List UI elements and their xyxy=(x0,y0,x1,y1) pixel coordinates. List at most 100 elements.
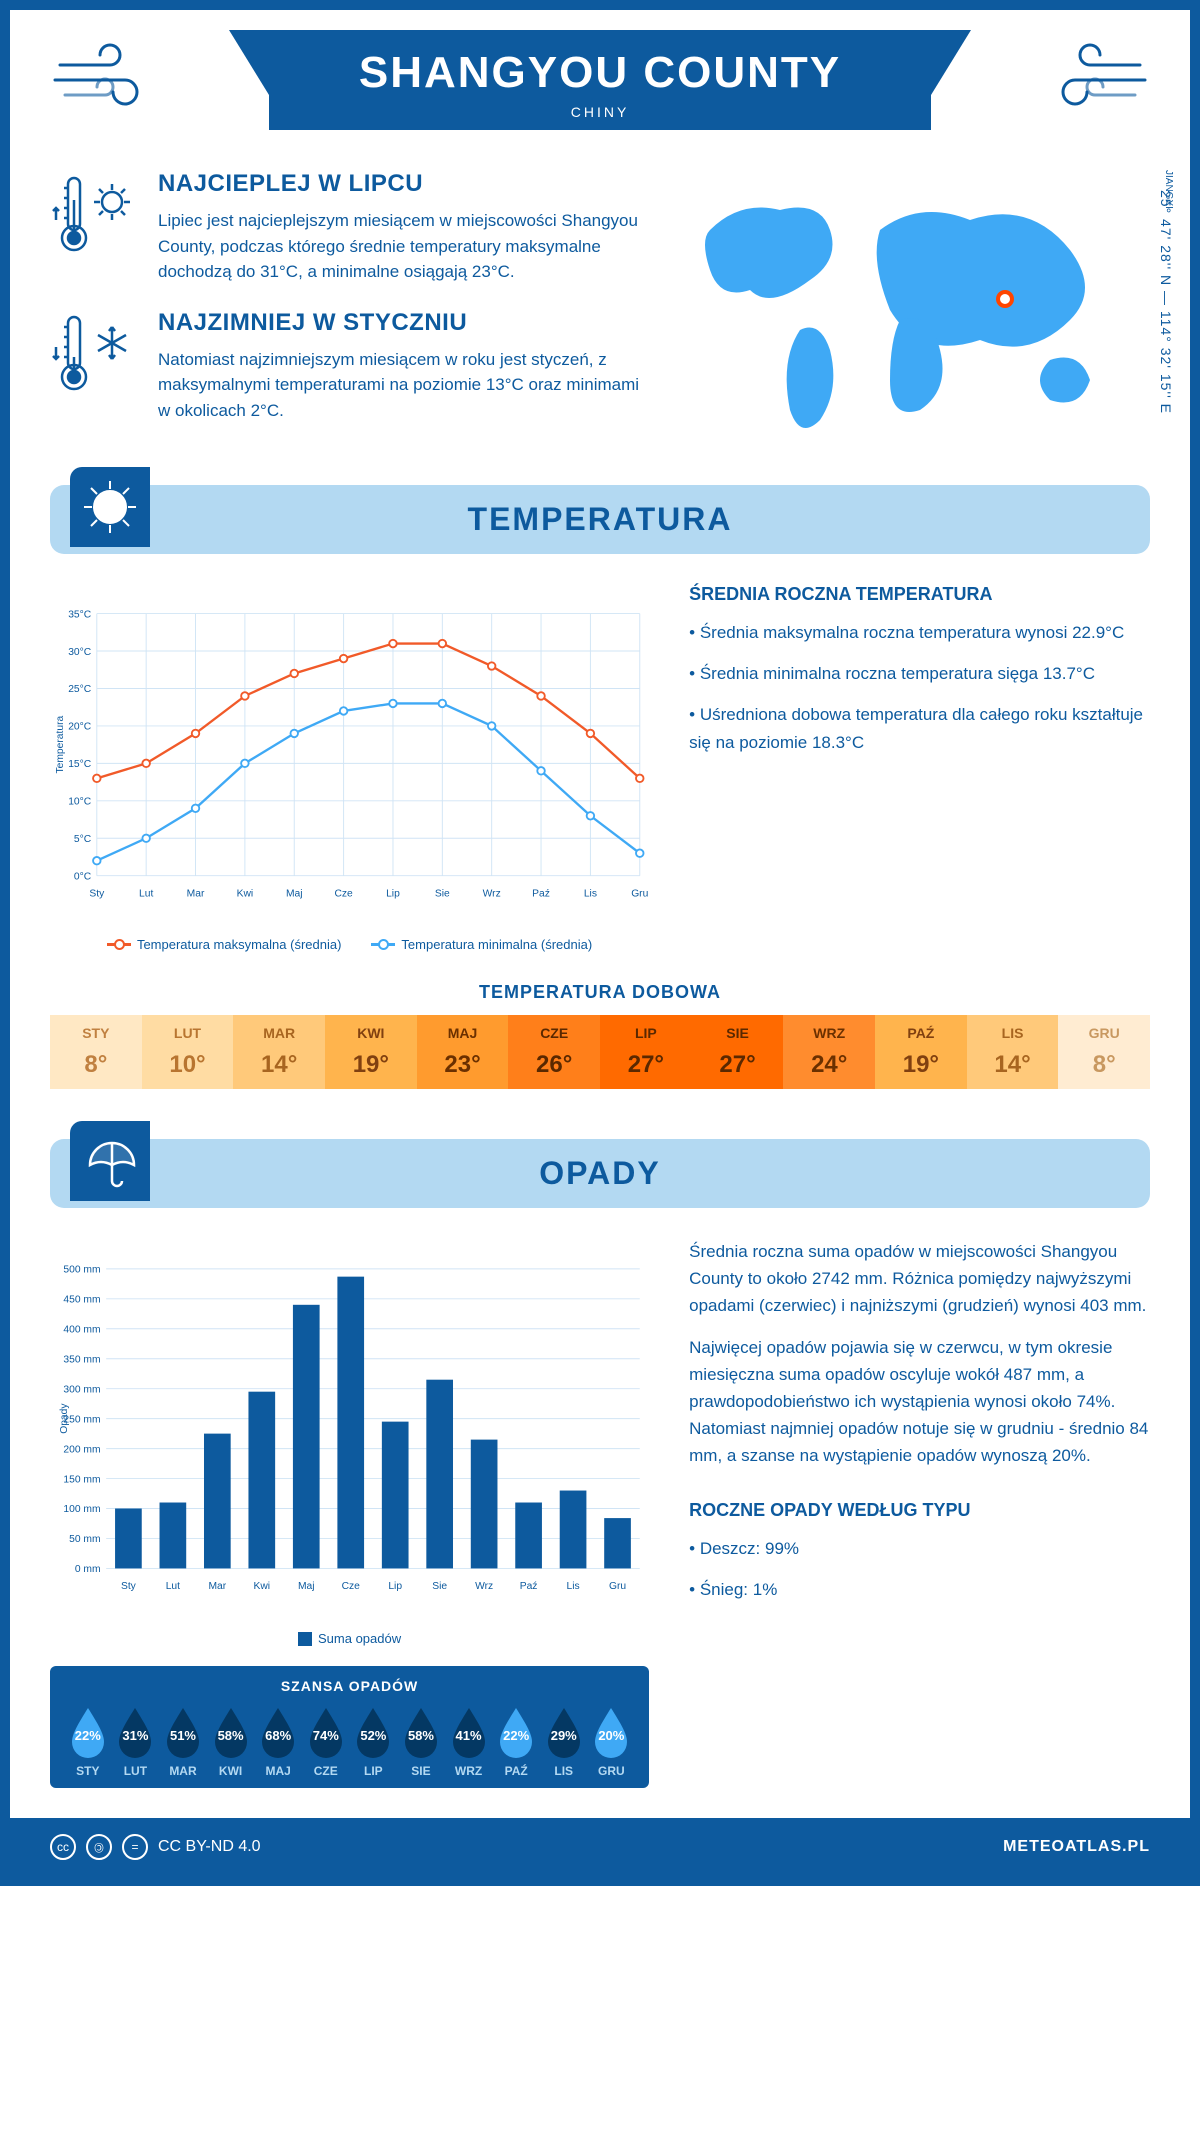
svg-text:500 mm: 500 mm xyxy=(63,1265,100,1276)
svg-text:Lut: Lut xyxy=(139,888,153,899)
precipitation-bar-chart: 0 mm50 mm100 mm150 mm200 mm250 mm300 mm3… xyxy=(50,1238,649,1618)
daily-temp-month: MAJ xyxy=(417,1025,509,1041)
rain-chance-percent: 52% xyxy=(360,1728,386,1743)
footer-site: METEOATLAS.PL xyxy=(1003,1838,1150,1856)
rain-chance-month: MAJ xyxy=(254,1764,302,1778)
drop-icon: 74% xyxy=(304,1704,348,1758)
rain-chance-month: PAŹ xyxy=(492,1764,540,1778)
svg-text:Lip: Lip xyxy=(388,1581,402,1592)
rain-chance-percent: 29% xyxy=(551,1728,577,1743)
daily-temp-month: KWI xyxy=(325,1025,417,1041)
svg-text:300 mm: 300 mm xyxy=(63,1384,100,1395)
svg-text:Wrz: Wrz xyxy=(483,888,501,899)
precip-type-item: Śnieg: 1% xyxy=(689,1576,1150,1603)
svg-text:350 mm: 350 mm xyxy=(63,1354,100,1365)
nd-icon: = xyxy=(122,1834,148,1860)
drop-icon: 20% xyxy=(589,1704,633,1758)
rain-chance-cell: 58% SIE xyxy=(397,1704,445,1778)
wind-icon-right xyxy=(1040,40,1150,120)
daily-temp-cell: SIE27° xyxy=(692,1015,784,1089)
rain-chance-percent: 20% xyxy=(598,1728,624,1743)
daily-temp-value: 27° xyxy=(692,1051,784,1079)
fact-cold-body: NAJZIMNIEJ W STYCZNIU Natomiast najzimni… xyxy=(158,309,640,424)
rain-chance-cell: 51%MAR xyxy=(159,1704,207,1778)
map-column: JIANGXI 25° 47' 28'' N — 114° 32' 15'' E xyxy=(670,170,1150,455)
daily-temp-month: GRU xyxy=(1058,1025,1150,1041)
svg-text:Wrz: Wrz xyxy=(475,1581,493,1592)
daily-temp-month: MAR xyxy=(233,1025,325,1041)
precipitation-split: 0 mm50 mm100 mm150 mm200 mm250 mm300 mm3… xyxy=(50,1238,1150,1788)
rain-chance-cell: 22%PAŹ xyxy=(492,1704,540,1778)
top-row: NAJCIEPLEJ W LIPCU Lipiec jest najcieple… xyxy=(50,170,1150,455)
daily-temp-value: 8° xyxy=(50,1051,142,1079)
fact-cold-text: Natomiast najzimniejszym miesiącem w rok… xyxy=(158,347,640,424)
sun-icon xyxy=(70,467,150,547)
world-map-icon xyxy=(670,170,1150,450)
svg-text:25°C: 25°C xyxy=(68,684,92,695)
rain-chance-panel: SZANSA OPADÓW 22%STY31%LUT51%MAR58%KWI68… xyxy=(50,1666,649,1788)
svg-text:0°C: 0°C xyxy=(74,871,92,882)
infographic-frame: SHANGYOU COUNTY CHINY NAJCIEPLEJ W LIPCU… xyxy=(0,0,1200,1886)
precipitation-chart-area: 0 mm50 mm100 mm150 mm200 mm250 mm300 mm3… xyxy=(50,1238,649,1788)
drop-icon: 58% xyxy=(209,1704,253,1758)
temp-side-item: Średnia minimalna roczna temperatura się… xyxy=(689,660,1150,687)
rain-chance-percent: 22% xyxy=(75,1728,101,1743)
daily-temp-month: PAŹ xyxy=(875,1025,967,1041)
daily-temp-cell: CZE 26° xyxy=(508,1015,600,1089)
content: NAJCIEPLEJ W LIPCU Lipiec jest najcieple… xyxy=(10,170,1190,1818)
svg-text:Paź: Paź xyxy=(520,1581,538,1592)
rain-chance-month: LIS xyxy=(540,1764,588,1778)
drop-icon: 52% xyxy=(351,1704,395,1758)
svg-text:20°C: 20°C xyxy=(68,722,92,733)
svg-text:30°C: 30°C xyxy=(68,647,92,658)
coordinates: 25° 47' 28'' N — 114° 32' 15'' E xyxy=(1158,190,1174,414)
daily-temp-month: LIS xyxy=(967,1025,1059,1041)
drop-icon: 31% xyxy=(113,1704,157,1758)
page-subtitle: CHINY xyxy=(359,104,841,120)
svg-text:Sie: Sie xyxy=(432,1581,447,1592)
svg-text:Gru: Gru xyxy=(631,888,648,899)
svg-text:Kwi: Kwi xyxy=(237,888,254,899)
svg-text:Cze: Cze xyxy=(334,888,353,899)
rain-chance-cell: 68%MAJ xyxy=(254,1704,302,1778)
rain-chance-cell: 41% WRZ xyxy=(445,1704,493,1778)
by-icon: 🄯 xyxy=(86,1834,112,1860)
rain-chance-drops: 22%STY31%LUT51%MAR58%KWI68%MAJ74%CZE52%L… xyxy=(64,1704,635,1778)
rain-chance-month: SIE xyxy=(397,1764,445,1778)
temperature-side-text: ŚREDNIA ROCZNA TEMPERATURA Średnia maksy… xyxy=(689,584,1150,952)
rain-chance-cell: 74%CZE xyxy=(302,1704,350,1778)
daily-temp-month: CZE xyxy=(508,1025,600,1041)
rain-chance-month: LIP xyxy=(350,1764,398,1778)
daily-temp-table: STY8°LUT10°MAR14°KWI19°MAJ23°CZE26°LIP27… xyxy=(50,1015,1150,1089)
fact-hot-title: NAJCIEPLEJ W LIPCU xyxy=(158,170,640,198)
daily-temp-cell: STY8° xyxy=(50,1015,142,1089)
fact-hot-text: Lipiec jest najcieplejszym miesiącem w m… xyxy=(158,208,640,285)
thermometer-snow-icon xyxy=(50,309,140,424)
rain-chance-month: WRZ xyxy=(445,1764,493,1778)
svg-text:Opady: Opady xyxy=(59,1403,70,1434)
daily-temp-cell: LIP27° xyxy=(600,1015,692,1089)
svg-text:Mar: Mar xyxy=(208,1581,226,1592)
legend-precip: Suma opadów xyxy=(298,1631,401,1646)
fact-hottest: NAJCIEPLEJ W LIPCU Lipiec jest najcieple… xyxy=(50,170,640,285)
svg-text:15°C: 15°C xyxy=(68,759,92,770)
daily-temp-value: 19° xyxy=(875,1051,967,1079)
svg-text:Sty: Sty xyxy=(89,888,105,899)
rain-chance-percent: 41% xyxy=(456,1728,482,1743)
svg-text:200 mm: 200 mm xyxy=(63,1444,100,1455)
rain-chance-cell: 29% LIS xyxy=(540,1704,588,1778)
svg-text:Paź: Paź xyxy=(532,888,550,899)
daily-temp-value: 27° xyxy=(600,1051,692,1079)
precipitation-section-header: OPADY xyxy=(50,1139,1150,1208)
daily-temp-cell: MAR14° xyxy=(233,1015,325,1089)
title-banner: SHANGYOU COUNTY CHINY xyxy=(269,30,931,130)
rain-chance-percent: 58% xyxy=(408,1728,434,1743)
svg-text:10°C: 10°C xyxy=(68,797,92,808)
svg-text:Kwi: Kwi xyxy=(254,1581,271,1592)
daily-temp-cell: LUT10° xyxy=(142,1015,234,1089)
drop-icon: 58% xyxy=(399,1704,443,1758)
svg-text:Lut: Lut xyxy=(166,1581,180,1592)
wind-icon-left xyxy=(50,40,160,120)
daily-temp-value: 26° xyxy=(508,1051,600,1079)
svg-text:100 mm: 100 mm xyxy=(63,1504,100,1515)
